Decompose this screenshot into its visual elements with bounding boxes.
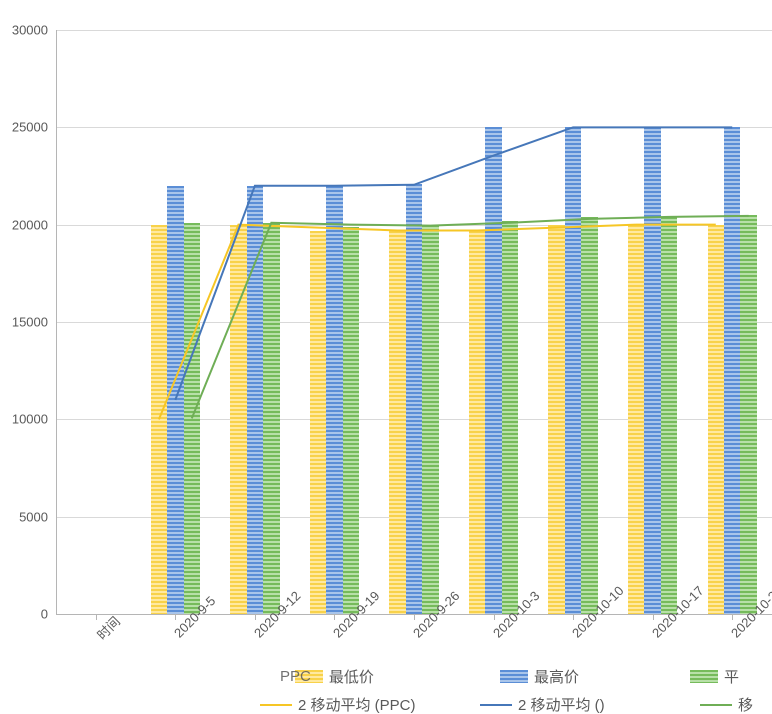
legend-item: PPC 最低价 [280,666,374,687]
legend-label: 最高价 [534,666,579,687]
legend-item: 平 [690,666,739,687]
y-tick-label: 0 [0,607,48,622]
x-tick [573,614,574,620]
y-tick-label: 5000 [0,509,48,524]
legend-item: 2 移动平均 () [480,694,605,714]
legend-label: 2 移动平均 (PPC) [298,694,416,714]
legend-label: 移 [738,694,753,714]
x-tick [653,614,654,620]
x-tick [494,614,495,620]
y-tick-label: 15000 [0,315,48,330]
legend-item: 最高价 [500,666,579,687]
x-tick [255,614,256,620]
line-ma_avg [192,216,749,418]
y-tick-label: 20000 [0,217,48,232]
line-ma_high [175,127,732,400]
legend-item: 2 移动平均 (PPC) [260,694,416,714]
legend-clipped-text: PPC [280,668,311,685]
legend-swatch [260,704,292,706]
legend-swatch [700,704,732,706]
x-tick [334,614,335,620]
legend-item: 移 [700,694,753,714]
x-tick [175,614,176,620]
y-tick-label: 10000 [0,412,48,427]
price-chart: 050001000015000200002500030000时间2020-9-5… [0,0,772,714]
line-overlay [56,30,772,614]
legend-label: 2 移动平均 () [518,694,605,714]
x-tick [414,614,415,620]
legend-swatch [690,670,718,683]
legend-label: 平 [724,666,739,687]
y-tick-label: 30000 [0,23,48,38]
x-tick [732,614,733,620]
legend-swatch [500,670,528,683]
y-tick-label: 25000 [0,120,48,135]
line-ma_low [159,225,716,420]
x-tick [96,614,97,620]
legend-swatch [480,704,512,706]
legend-label: 最低价 [329,666,374,687]
